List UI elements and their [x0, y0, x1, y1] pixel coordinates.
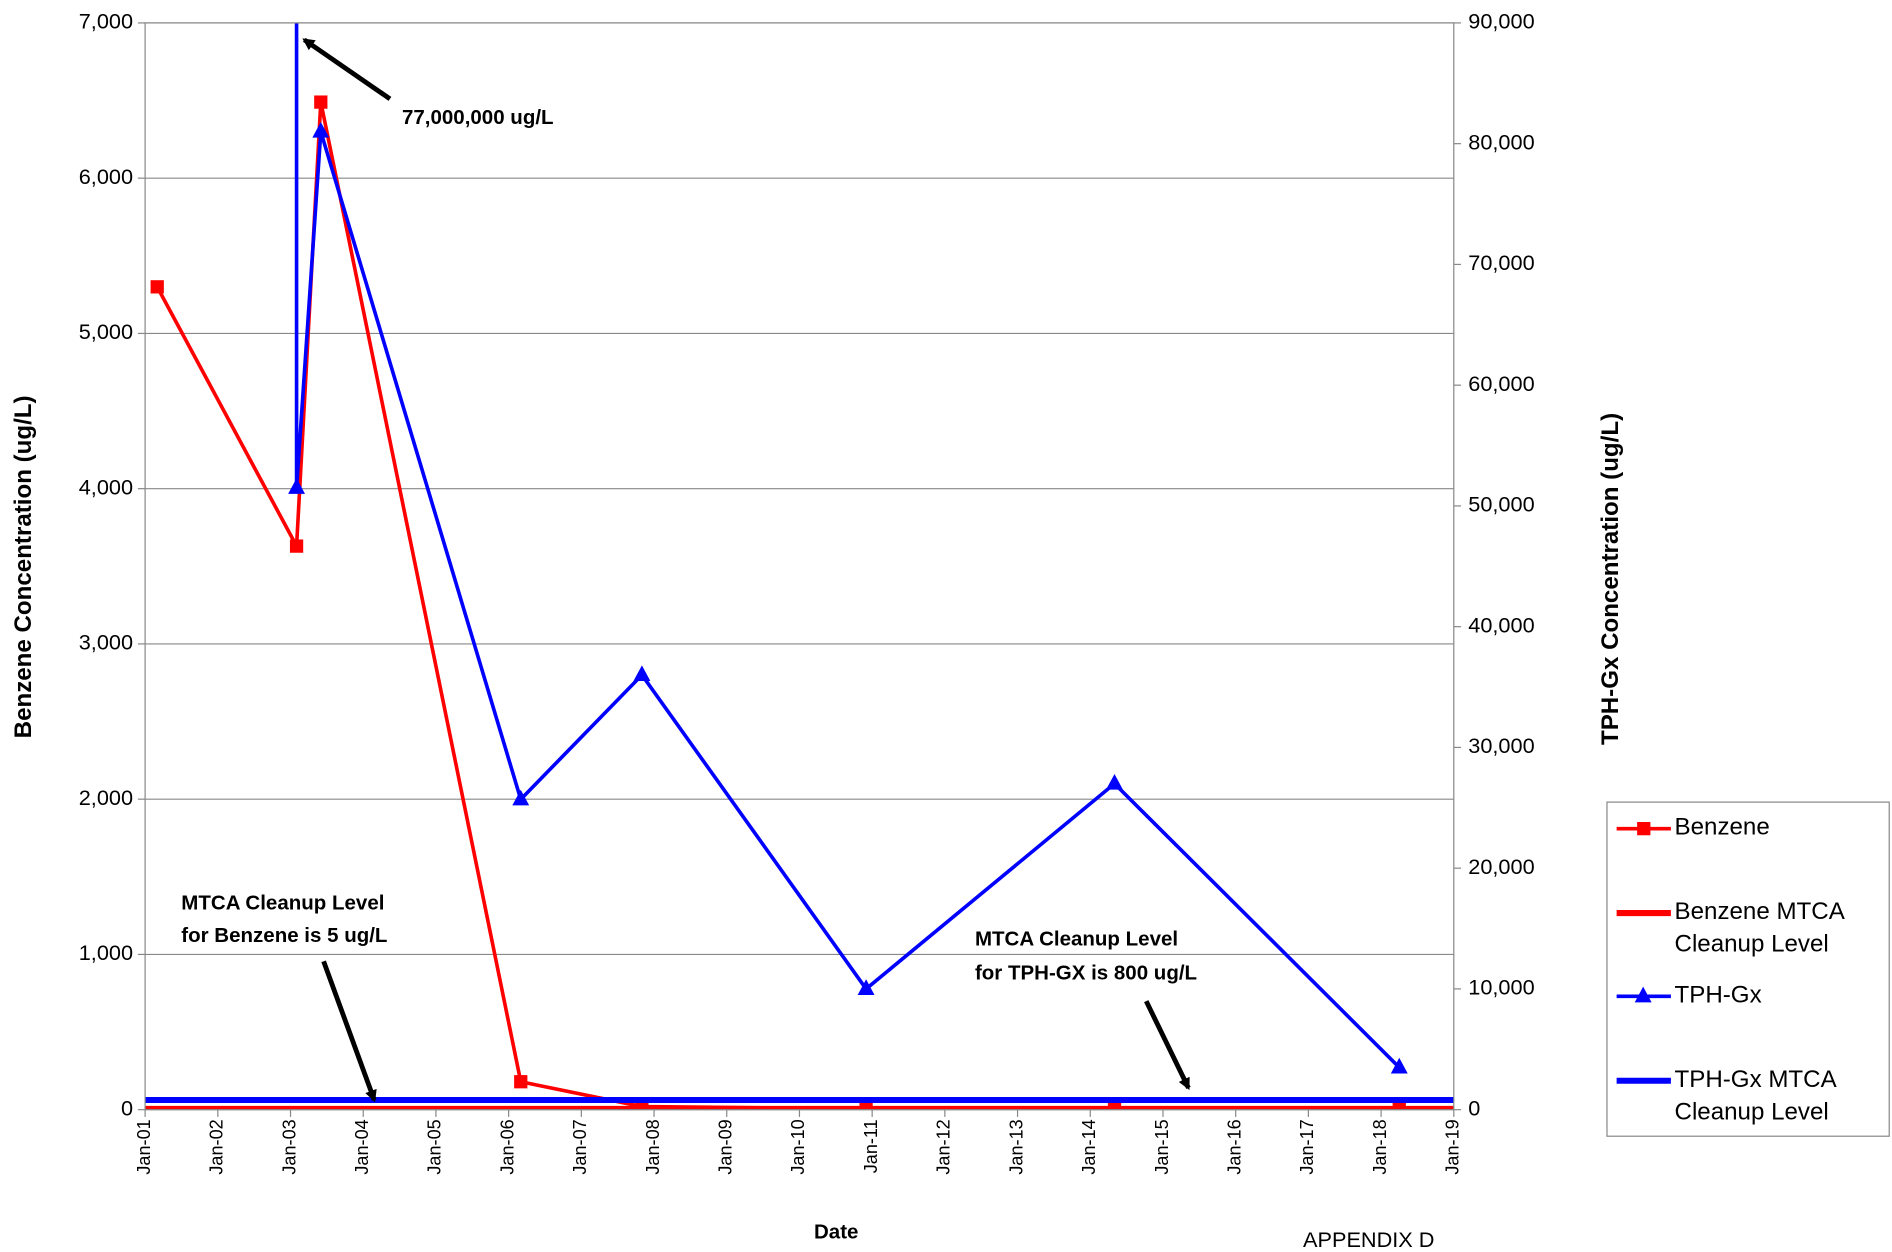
y2-tick-label: 20,000	[1468, 854, 1534, 879]
x-tick-label: Jan-18	[1370, 1119, 1390, 1174]
y-tick-label: 5,000	[79, 319, 133, 344]
y-tick-label: 4,000	[79, 474, 133, 499]
x-tick-label: Jan-03	[279, 1119, 299, 1174]
marker	[857, 979, 875, 995]
x-tick-label: Jan-05	[425, 1119, 445, 1174]
y2-tick-label: 10,000	[1468, 975, 1534, 1000]
y-tick-label: 6,000	[79, 164, 133, 189]
y-tick-label: 2,000	[79, 785, 133, 810]
x-tick-label: Jan-13	[1006, 1119, 1026, 1174]
annotation: for TPH-GX is 800 ug/L	[975, 961, 1197, 984]
y-tick-label: 0	[121, 1095, 133, 1120]
legend-marker	[1637, 822, 1651, 836]
x-axis-title: Date	[814, 1221, 858, 1244]
x-tick-label: Jan-06	[497, 1119, 517, 1174]
marker	[635, 1099, 649, 1110]
annotation-arrow	[321, 960, 377, 1103]
legend-label: Benzene MTCA Cleanup Level	[1674, 898, 1844, 958]
y2-tick-label: 60,000	[1468, 371, 1534, 396]
annotation: 77,000,000 ug/L	[402, 106, 554, 129]
y2-tick-label: 80,000	[1468, 129, 1534, 154]
y2-tick-label: 40,000	[1468, 612, 1534, 637]
x-tick-label: Jan-10	[788, 1119, 808, 1174]
x-tick-label: Jan-08	[643, 1119, 663, 1174]
x-tick-label: Jan-19	[1443, 1119, 1463, 1174]
marker	[150, 280, 164, 294]
series-line	[294, 22, 1401, 1069]
y-axis-title: Benzene Concentration (ug/L)	[10, 395, 37, 738]
legend-entry: TPH-Gx MTCA Cleanup Level	[1674, 1066, 1836, 1126]
annotation: MTCA Cleanup Level	[181, 891, 384, 914]
annotation-arrow	[1144, 1000, 1191, 1091]
marker	[312, 121, 330, 138]
x-tick-label: Jan-11	[861, 1119, 881, 1173]
y-tick-label: 7,000	[79, 9, 133, 34]
y2-tick-label: 0	[1468, 1095, 1480, 1120]
annotation: for Benzene is 5 ug/L	[181, 924, 387, 947]
annotation-arrow	[302, 37, 392, 101]
x-tick-label: Jan-02	[207, 1119, 227, 1174]
annotation: MTCA Cleanup Level	[975, 928, 1178, 951]
marker	[288, 478, 306, 494]
x-tick-label: Jan-07	[570, 1119, 590, 1174]
legend-entry: Benzene MTCA Cleanup Level	[1674, 898, 1844, 958]
marker	[1390, 1057, 1408, 1074]
x-tick-label: Jan-12	[934, 1119, 954, 1174]
x-tick-label: Jan-14	[1079, 1119, 1099, 1174]
legend-label: Benzene	[1674, 814, 1770, 841]
legend-label: TPH-Gx	[1674, 981, 1762, 1009]
y2-tick-label: 30,000	[1468, 733, 1534, 758]
x-tick-label: Jan-15	[1152, 1119, 1172, 1174]
legend-label: TPH-Gx MTCA Cleanup Level	[1674, 1066, 1836, 1126]
y-tick-label: 3,000	[79, 630, 133, 655]
x-tick-label: Jan-17	[1297, 1119, 1317, 1174]
marker	[1106, 773, 1123, 790]
x-tick-label: Jan-16	[1224, 1119, 1244, 1174]
y2-tick-label: 50,000	[1468, 492, 1534, 517]
x-tick-label: Jan-09	[716, 1119, 736, 1174]
marker	[314, 95, 328, 109]
legend-entry: Benzene	[1674, 814, 1770, 841]
y2-tick-label: 90,000	[1468, 9, 1534, 34]
y-tick-label: 1,000	[79, 940, 133, 965]
y2-tick-label: 70,000	[1468, 250, 1534, 275]
marker	[512, 789, 530, 806]
plot-frame	[144, 22, 1455, 1111]
y2-axis-title: TPH-Gx Concentration (ug/L)	[1597, 413, 1624, 745]
series-line	[155, 100, 1400, 1110]
legend-marker	[1634, 986, 1652, 1003]
x-tick-label: Jan-01	[134, 1119, 154, 1174]
marker	[514, 1075, 528, 1089]
legend-entry: TPH-Gx	[1674, 981, 1762, 1009]
x-tick-label: Jan-04	[352, 1119, 372, 1174]
marker	[289, 539, 304, 553]
marker	[633, 665, 651, 682]
footer: APPENDIX D	[1303, 1227, 1434, 1252]
